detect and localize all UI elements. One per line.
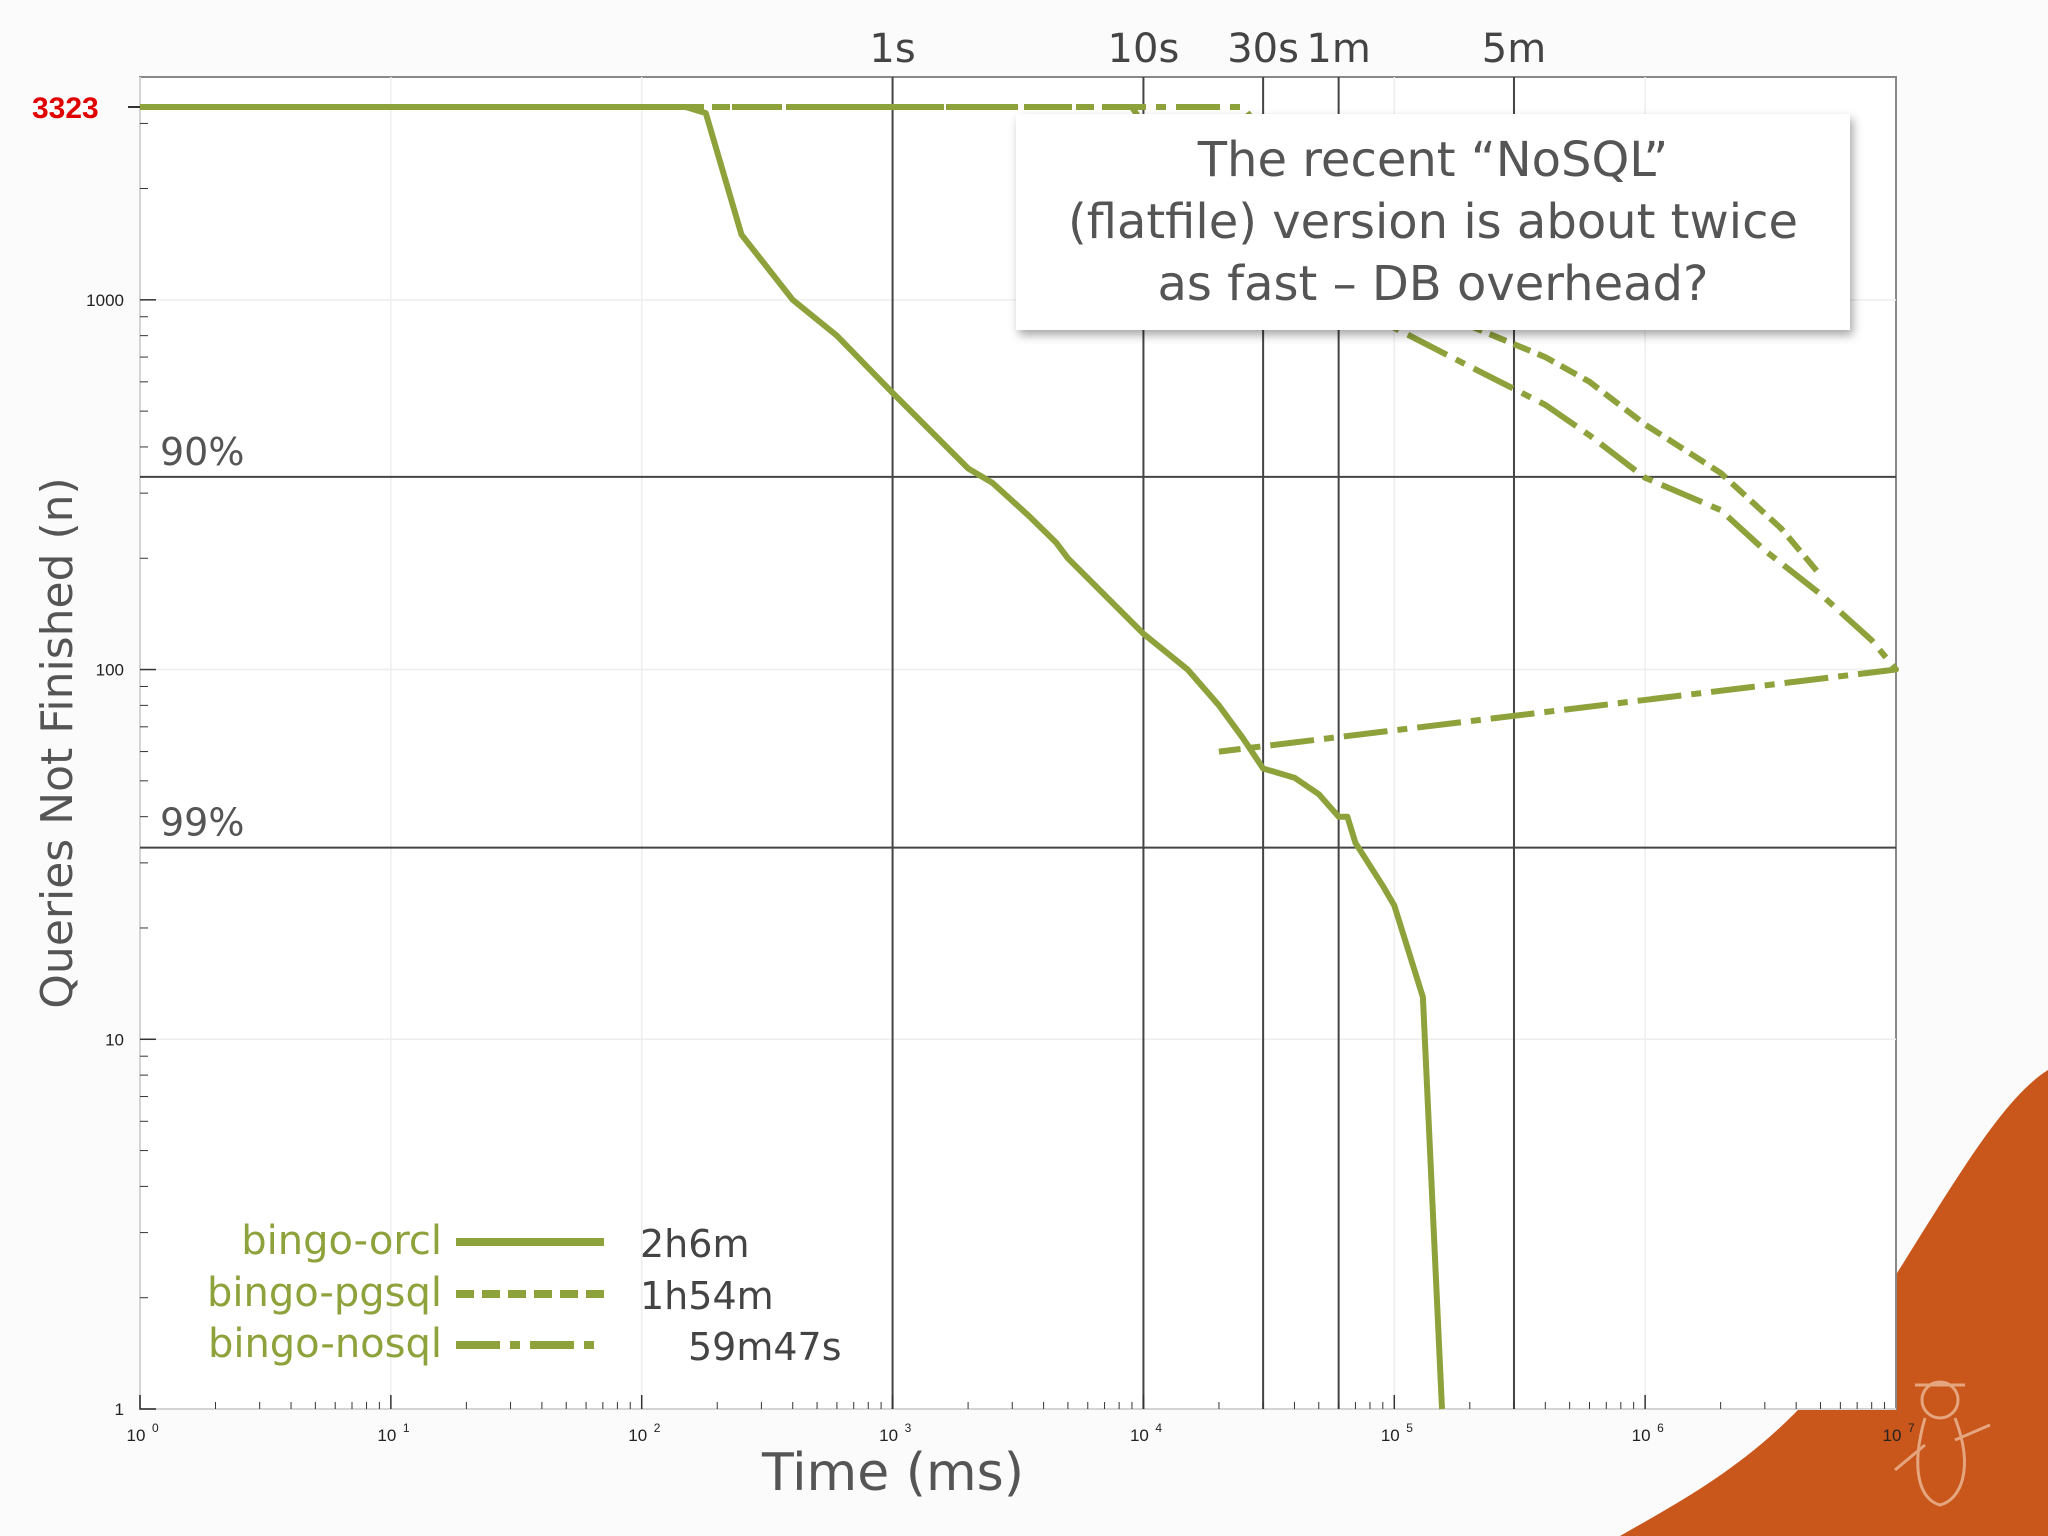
- y-tick-label: 10: [105, 1030, 124, 1049]
- max-value-label: 3323: [32, 92, 99, 125]
- x-tick-label: 10 2: [628, 1421, 660, 1445]
- x-tick-base: 10: [1130, 1426, 1149, 1445]
- x-tick-exponent: 6: [1657, 1421, 1664, 1435]
- x-tick-label: 10 4: [1130, 1421, 1162, 1445]
- x-tick-base: 10: [879, 1426, 898, 1445]
- x-tick-base: 10: [1883, 1426, 1902, 1445]
- annotation-callout: The recent “NoSQL” (flatfile) version is…: [1016, 114, 1850, 330]
- time-marker-label: 1m: [1306, 26, 1370, 72]
- y-tick-label: 1: [115, 1400, 124, 1419]
- x-tick-label: 10 1: [377, 1421, 409, 1445]
- x-tick-base: 10: [127, 1426, 146, 1445]
- legend-time-pgsql: 1h54m: [640, 1274, 774, 1318]
- x-tick-label: 10 0: [127, 1421, 159, 1445]
- percent-marker-label: 90%: [160, 430, 244, 474]
- time-marker-label: 10s: [1108, 26, 1180, 72]
- x-tick-exponent: 2: [654, 1421, 661, 1435]
- x-tick-label: 10 6: [1632, 1421, 1664, 1445]
- x-tick-base: 10: [377, 1426, 396, 1445]
- series-line-bingo-nosql: [140, 104, 1899, 755]
- x-tick-label: 10 3: [879, 1421, 911, 1445]
- time-marker-label: 1s: [869, 26, 915, 72]
- y-tick-label: 1000: [86, 291, 124, 310]
- x-tick-exponent: 0: [152, 1421, 159, 1435]
- mascot-icon: [1894, 1380, 1991, 1507]
- legend-name-pgsql: bingo-pgsql: [207, 1270, 442, 1316]
- x-tick-exponent: 5: [1406, 1421, 1413, 1435]
- annotation-line-2: (flatfile) version is about twice: [1067, 194, 1799, 250]
- x-tick-base: 10: [628, 1426, 647, 1445]
- annotation-line-3: as fast – DB overhead?: [1157, 256, 1709, 312]
- corner-shape-base: [1890, 1400, 2048, 1536]
- x-tick-exponent: 3: [905, 1421, 912, 1435]
- x-tick-exponent: 1: [403, 1421, 410, 1435]
- y-axis-label: Queries Not Finished (n): [32, 477, 83, 1008]
- legend-name-orcl: bingo-orcl: [241, 1218, 442, 1264]
- x-tick-exponent: 7: [1908, 1421, 1915, 1435]
- x-tick-base: 10: [1632, 1426, 1651, 1445]
- x-axis-label: Time (ms): [761, 1443, 1024, 1503]
- y-tick-label: 100: [96, 661, 124, 680]
- legend-time-nosql: 59m47s: [688, 1325, 842, 1369]
- series-line-bingo-orcl: [140, 104, 1445, 1410]
- percent-marker-label: 99%: [160, 801, 244, 845]
- legend-name-nosql: bingo-nosql: [208, 1321, 442, 1367]
- annotation-line-1: The recent “NoSQL”: [1197, 132, 1669, 188]
- legend: bingo-orcl bingo-pgsql bingo-nosql 2h6m …: [207, 1218, 842, 1369]
- x-tick-label: 10 5: [1381, 1421, 1413, 1445]
- x-tick-base: 10: [1381, 1426, 1400, 1445]
- x-tick-label: 10 7: [1883, 1421, 1915, 1445]
- time-marker-label: 30s: [1227, 26, 1299, 72]
- legend-time-orcl: 2h6m: [640, 1222, 749, 1266]
- x-tick-exponent: 4: [1155, 1421, 1162, 1435]
- time-marker-label: 5m: [1482, 26, 1546, 72]
